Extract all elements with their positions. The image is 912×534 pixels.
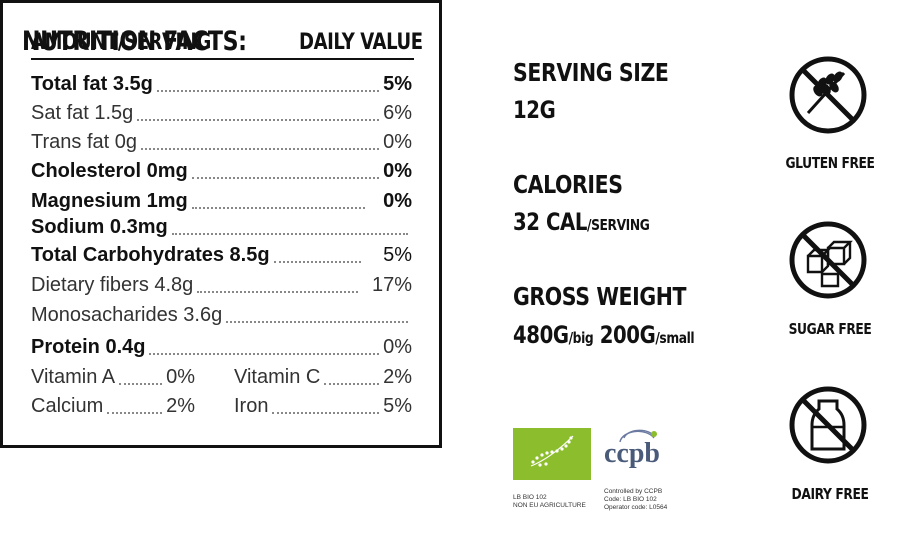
nutrient-row: Sodium 0.3mg xyxy=(31,216,412,239)
calories-label: CALORIES xyxy=(513,170,623,199)
nutrient-row: Total Carbohydrates 8.5g 5% xyxy=(31,244,412,267)
badge-label: SUGAR FREE xyxy=(788,320,872,338)
nutrient-row: Dietary fibers 4.8g 17% xyxy=(31,274,412,297)
leader-dots xyxy=(273,261,362,263)
nutrient-label: Dietary fibers 4.8g xyxy=(31,274,194,296)
vitamin-label: Iron xyxy=(234,395,269,417)
ccpb-line1: Controlled by CCPB xyxy=(604,488,663,495)
page-title: NUTRITION FACTS: xyxy=(22,26,247,57)
ccpb-logo: ccpb xyxy=(604,428,668,480)
weight-big: 480G xyxy=(513,321,569,349)
vitamin-value: 2% xyxy=(383,366,412,388)
ccpb-line2: Code: LB BIO 102 xyxy=(604,496,657,503)
badge-label: DAIRY FREE xyxy=(791,485,869,503)
nutrient-value: 17% xyxy=(371,274,412,296)
leader-dots xyxy=(137,119,380,121)
header-divider xyxy=(31,58,414,60)
leader-dots xyxy=(324,383,380,385)
leader-dots xyxy=(191,207,366,209)
leader-dots xyxy=(197,291,358,293)
vitamin-row: Iron 5% xyxy=(234,395,412,418)
vitamin-row: Vitamin C 2% xyxy=(234,366,412,389)
leader-dots xyxy=(149,353,380,355)
vitamin-value: 2% xyxy=(166,395,195,417)
vitamin-label: Vitamin C xyxy=(234,366,321,388)
ccpb-wordmark: ccpb xyxy=(604,438,660,469)
nutrient-row: Cholesterol 0mg 0% xyxy=(31,160,412,183)
amount-serving-header: AMOUNT/SERVING xyxy=(31,30,211,55)
vitamin-label: Calcium xyxy=(31,395,104,417)
leader-dots xyxy=(171,233,408,235)
nutrient-row: Sat fat 1.5g 6% xyxy=(31,102,412,125)
serving-size-label: SERVING SIZE xyxy=(513,58,669,87)
nutrient-row: Total fat 3.5g 5% xyxy=(31,73,412,96)
leader-dots xyxy=(226,321,408,323)
vitamin-value: 5% xyxy=(383,395,412,417)
nutrient-label: Total Carbohydrates 8.5g xyxy=(31,244,270,266)
nutrient-label: Sat fat 1.5g xyxy=(31,102,134,124)
ccpb-line3: Operator code: L0564 xyxy=(604,504,668,511)
daily-value-header: DAILY VALUE xyxy=(299,30,423,55)
eu-code: LB BIO 102 xyxy=(513,494,547,501)
leader-dots xyxy=(140,148,380,150)
no-sugar-cubes-icon xyxy=(788,220,868,300)
nutrient-value: 0% xyxy=(383,131,412,153)
gross-weight-label: GROSS WEIGHT xyxy=(513,282,687,311)
nutrient-row: Protein 0.4g 0% xyxy=(31,336,412,359)
leader-dots xyxy=(119,383,163,385)
leader-dots xyxy=(107,412,163,414)
nutrient-label: Monosacharides 3.6g xyxy=(31,304,223,326)
leader-dots xyxy=(191,177,380,179)
leader-dots xyxy=(156,90,380,92)
leader-dots xyxy=(272,412,380,414)
serving-size-value: 12G xyxy=(513,96,556,124)
weight-small: 200G xyxy=(599,321,656,349)
gross-weight-value: 480G/big 200G/small xyxy=(513,321,695,349)
vitamin-row: Vitamin A 0% xyxy=(31,366,195,389)
nutrition-table: AMOUNT/SERVING DAILY VALUE Total fat 3.5… xyxy=(0,0,442,448)
eu-organic-logo xyxy=(513,428,591,480)
vitamin-row: Calcium 2% xyxy=(31,395,195,418)
nutrient-row: Monosacharides 3.6g xyxy=(31,304,412,327)
eu-text: NON EU AGRICULTURE xyxy=(513,502,586,509)
nutrient-label: Cholesterol 0mg xyxy=(31,160,188,182)
nutrient-label: Magnesium 1mg xyxy=(31,190,188,212)
nutrient-row: Trans fat 0g 0% xyxy=(31,131,412,154)
vitamin-label: Vitamin A xyxy=(31,366,116,388)
no-wheat-icon xyxy=(788,55,868,135)
calories-unit: /SERVING xyxy=(586,216,650,234)
nutrient-label: Protein 0.4g xyxy=(31,336,146,358)
badge-label: GLUTEN FREE xyxy=(785,154,875,172)
calories-amount: 32 CAL xyxy=(513,208,587,236)
nutrient-row: Magnesium 1mg 0% xyxy=(31,190,412,213)
weight-big-unit: /big xyxy=(568,329,594,347)
weight-small-unit: /small xyxy=(655,329,695,347)
nutrient-value: 6% xyxy=(383,102,412,124)
no-milk-bottle-icon xyxy=(788,385,868,465)
nutrient-value: 0% xyxy=(383,190,412,212)
vitamin-value: 0% xyxy=(166,366,195,388)
nutrient-label: Sodium 0.3mg xyxy=(31,216,168,238)
nutrient-label: Total fat 3.5g xyxy=(31,73,153,95)
calories-value: 32 CAL/SERVING xyxy=(513,208,650,236)
nutrient-value: 0% xyxy=(383,160,412,182)
nutrient-label: Trans fat 0g xyxy=(31,131,137,153)
nutrient-value: 5% xyxy=(383,73,412,95)
nutrient-value: 5% xyxy=(383,244,412,266)
nutrient-value: 0% xyxy=(383,336,412,358)
